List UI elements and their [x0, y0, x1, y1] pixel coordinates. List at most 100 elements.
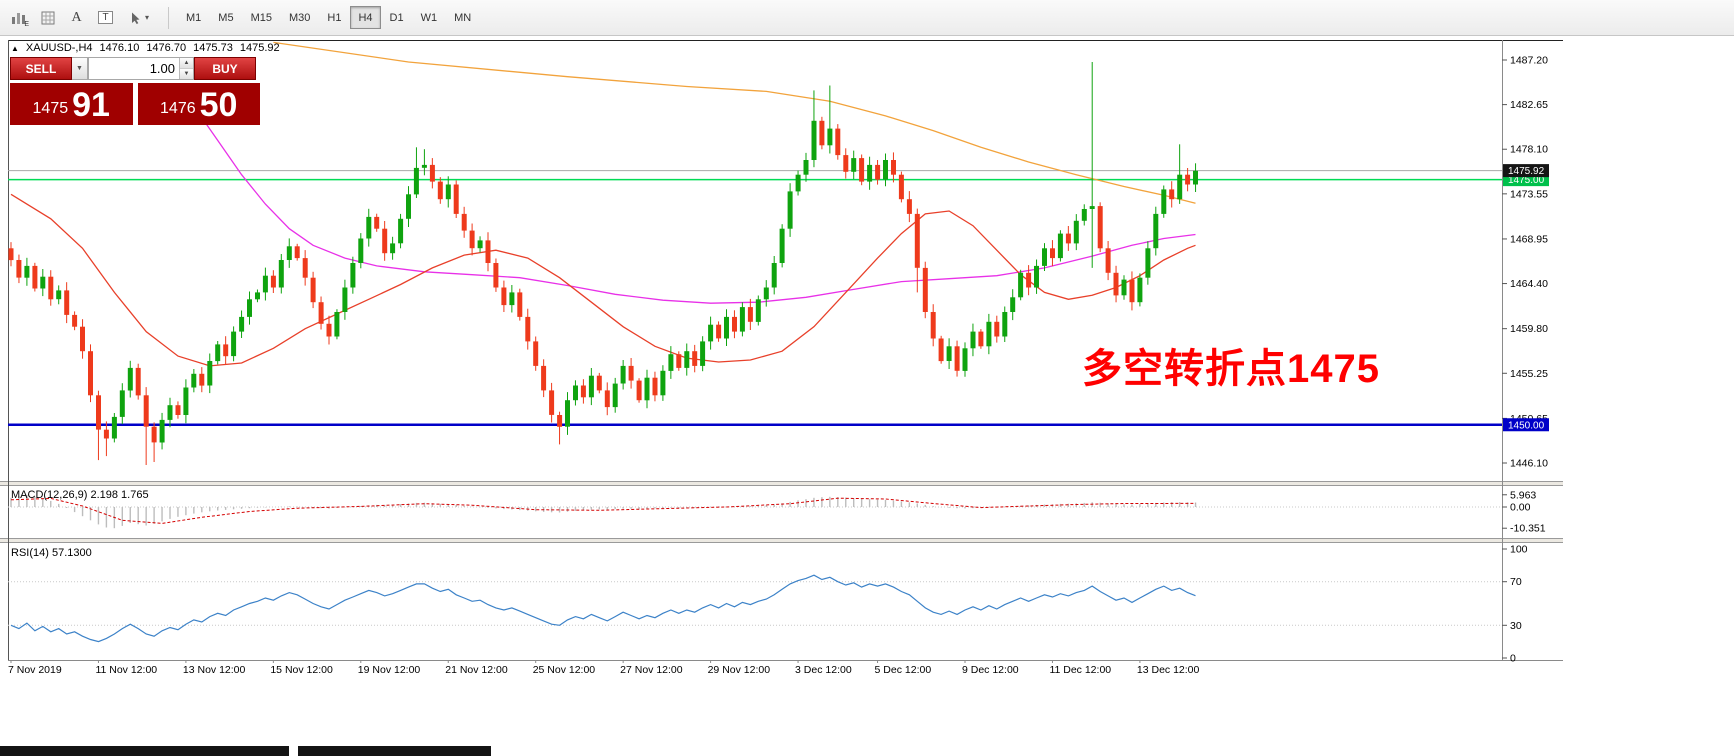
- candle: [413, 147, 419, 198]
- pane-separator[interactable]: [0, 538, 1563, 543]
- candle: [883, 153, 888, 187]
- ohlc-open: 1476.10: [99, 42, 140, 54]
- price-scale-label: 1478.10: [1510, 144, 1548, 156]
- sell-button[interactable]: SELL: [10, 57, 72, 80]
- rsi-scale-label: 70: [1510, 576, 1522, 588]
- candle: [1010, 289, 1016, 321]
- candle: [119, 383, 125, 425]
- candle: [159, 412, 165, 450]
- candle: [692, 344, 698, 373]
- candle: [596, 372, 602, 394]
- timeframe-group: M1 M5 M15 M30 H1 H4 D1 W1 MN: [178, 6, 480, 29]
- candle: [8, 242, 14, 267]
- candle: [278, 254, 284, 294]
- candle: [24, 257, 30, 286]
- candle: [334, 309, 340, 340]
- candle: [1145, 241, 1151, 285]
- candle: [732, 310, 737, 339]
- candle: [485, 232, 491, 272]
- timeframe-button-MN[interactable]: MN: [446, 6, 479, 29]
- candle: [1161, 185, 1167, 218]
- price-tag-1475.92: [1503, 164, 1549, 178]
- candle: [835, 124, 841, 160]
- candle: [88, 344, 93, 403]
- candle: [262, 267, 268, 301]
- cursor-arrow-icon[interactable]: ▾: [121, 5, 157, 30]
- candle: [517, 288, 523, 321]
- bar-chart-glyph: [11, 12, 25, 24]
- taskbar-fragment[interactable]: [0, 746, 289, 756]
- grid-icon[interactable]: [34, 5, 61, 30]
- time-axis-label: 11 Dec 12:00: [1049, 664, 1111, 676]
- candle: [525, 308, 531, 350]
- ohlc-close: 1475.92: [239, 42, 280, 54]
- timeframe-button-W1[interactable]: W1: [413, 6, 446, 29]
- sell-price-display[interactable]: 1475 91: [10, 83, 133, 125]
- time-axis-label: 3 Dec 12:00: [795, 664, 852, 676]
- candle: [891, 152, 896, 183]
- taskbar-fragment[interactable]: [298, 746, 491, 756]
- timeframe-button-M5[interactable]: M5: [210, 6, 241, 29]
- one-click-prices: 1475 91 1476 50: [10, 83, 260, 125]
- timeframe-button-M1[interactable]: M1: [178, 6, 209, 29]
- candle: [612, 377, 618, 413]
- candle: [644, 369, 650, 409]
- candle: [111, 413, 117, 443]
- candle: [135, 363, 141, 400]
- candle: [875, 160, 881, 185]
- timeframe-button-M15[interactable]: M15: [243, 6, 280, 29]
- candle: [56, 285, 62, 305]
- timeframe-button-H1[interactable]: H1: [319, 6, 349, 29]
- volume-dropdown-icon[interactable]: ▼: [72, 57, 88, 80]
- price-scale-label: 1473.55: [1510, 188, 1548, 200]
- candle: [1065, 226, 1071, 251]
- letter-t-glyph: T: [98, 11, 113, 24]
- ma-line-slow-orange: [273, 41, 1196, 204]
- bar-chart-icon[interactable]: E: [5, 5, 32, 30]
- text-box-icon[interactable]: T: [92, 5, 119, 30]
- candle: [954, 340, 960, 377]
- candle: [747, 298, 753, 330]
- candle: [962, 342, 968, 377]
- candle: [294, 243, 300, 261]
- volume-input[interactable]: [89, 58, 179, 79]
- buy-price-display[interactable]: 1476 50: [137, 83, 260, 125]
- candle: [716, 321, 722, 342]
- macd-label: MACD(12,26,9) 2.198 1.765: [11, 489, 149, 501]
- candle: [541, 359, 547, 398]
- ma-line-fast-red: [10, 193, 1196, 367]
- rsi-label: RSI(14) 57.1300: [11, 547, 92, 559]
- candle: [1018, 269, 1024, 301]
- candle: [167, 397, 173, 428]
- candle: [1073, 214, 1079, 251]
- candle: [103, 421, 109, 457]
- candle: [175, 401, 181, 419]
- timeframe-button-H4[interactable]: H4: [350, 6, 381, 29]
- candle: [787, 183, 793, 237]
- candle: [223, 336, 229, 365]
- timeframe-button-D1[interactable]: D1: [382, 6, 412, 29]
- volume-spinner: ▲ ▼: [179, 58, 193, 79]
- buy-button[interactable]: BUY: [194, 57, 256, 80]
- text-label-icon[interactable]: A: [63, 5, 90, 30]
- candle: [620, 360, 626, 390]
- ma-line-mid-magenta: [193, 105, 1196, 304]
- candle: [684, 343, 690, 376]
- candle: [994, 315, 1000, 343]
- ohlc-high: 1476.70: [146, 42, 187, 54]
- candle: [739, 302, 745, 337]
- candle: [1177, 144, 1183, 204]
- candle: [1169, 181, 1175, 208]
- candle: [255, 289, 260, 303]
- collapse-chart-icon[interactable]: ▲: [11, 43, 19, 53]
- candle: [803, 152, 809, 182]
- candle: [127, 360, 133, 398]
- candle: [580, 379, 586, 404]
- timeframe-button-M30[interactable]: M30: [281, 6, 318, 29]
- candle: [469, 223, 475, 256]
- volume-up-icon[interactable]: ▲: [180, 58, 193, 69]
- volume-down-icon[interactable]: ▼: [180, 69, 193, 79]
- pane-separator[interactable]: [0, 481, 1563, 486]
- candle: [183, 379, 189, 424]
